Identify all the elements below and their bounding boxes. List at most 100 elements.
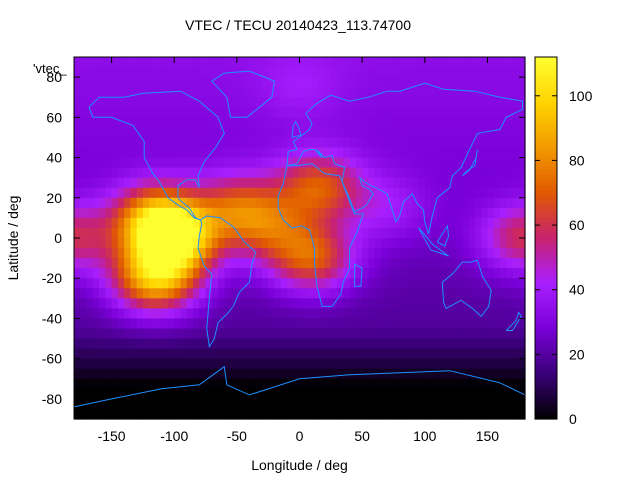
heatmap-cell [418, 288, 426, 299]
heatmap-cell [431, 288, 438, 299]
heatmap-cell [443, 328, 451, 340]
heatmap-cell [186, 408, 194, 420]
heatmap-cell [493, 298, 501, 309]
heatmap-cell [124, 308, 131, 320]
heatmap-cell [487, 308, 495, 320]
heatmap-cell [399, 147, 407, 159]
heatmap-cell [431, 97, 438, 108]
colorbar-segment [535, 141, 557, 147]
heatmap-cell [193, 388, 200, 400]
heatmap-cell [424, 358, 432, 370]
heatmap-cell [368, 408, 376, 420]
heatmap-cell [124, 207, 131, 219]
heatmap-cell [380, 368, 388, 380]
heatmap-cell [499, 408, 507, 420]
heatmap-cell [205, 97, 213, 108]
heatmap-cell [167, 77, 175, 88]
heatmap-cell [349, 368, 357, 380]
heatmap-cell [412, 388, 420, 400]
heatmap-cell [362, 197, 369, 209]
heatmap-cell [305, 358, 313, 370]
heatmap-cell [349, 268, 357, 279]
heatmap-cell [86, 338, 94, 350]
heatmap-cell [286, 87, 294, 98]
heatmap-cell [142, 107, 150, 118]
heatmap-cell [305, 338, 313, 350]
heatmap-cell [155, 358, 163, 370]
heatmap-cell [468, 388, 476, 400]
heatmap-cell [449, 248, 457, 259]
heatmap-cell [236, 318, 244, 330]
heatmap-cell [343, 57, 351, 68]
heatmap-cell [274, 167, 282, 179]
heatmap-cell [286, 197, 294, 209]
heatmap-cell [374, 57, 382, 68]
heatmap-cell [518, 227, 526, 239]
heatmap-cell [199, 268, 207, 279]
colorbar-segment [535, 125, 557, 130]
colorbar-segment [535, 282, 557, 287]
heatmap-cell [249, 268, 257, 279]
heatmap-cell [218, 368, 225, 380]
heatmap-cell [186, 348, 194, 360]
heatmap-cell [274, 328, 282, 340]
heatmap-cell [462, 217, 470, 229]
heatmap-cell [99, 338, 106, 350]
heatmap-cell [149, 57, 157, 68]
heatmap-cell [130, 77, 138, 88]
heatmap-cell [499, 268, 507, 279]
heatmap-cell [105, 97, 113, 108]
heatmap-cell [136, 298, 144, 309]
heatmap-cell [324, 197, 332, 209]
y-tick-label: -40 [42, 310, 62, 326]
heatmap-cell [330, 328, 338, 340]
heatmap-cell [312, 137, 319, 149]
heatmap-cell [111, 157, 119, 169]
heatmap-cell [249, 358, 257, 370]
heatmap-cell [161, 217, 169, 229]
heatmap-cell [468, 117, 476, 128]
heatmap-cell [449, 378, 457, 390]
heatmap-cell [243, 408, 250, 420]
heatmap-cell [142, 378, 150, 390]
heatmap-cell [130, 358, 138, 370]
heatmap-cell [155, 97, 163, 108]
heatmap-cell [418, 147, 426, 159]
heatmap-cell [236, 57, 244, 68]
heatmap-cell [155, 388, 163, 400]
heatmap-cell [117, 197, 125, 209]
heatmap-cell [74, 197, 81, 209]
colorbar-segment [535, 209, 557, 215]
heatmap-cell [499, 167, 507, 179]
heatmap-cell [124, 368, 131, 380]
heatmap-cell [487, 358, 495, 370]
heatmap-cell [349, 318, 357, 330]
heatmap-cell [255, 77, 263, 88]
heatmap-cell [74, 107, 81, 118]
heatmap-cell [499, 57, 507, 68]
heatmap-cell [380, 157, 388, 169]
heatmap-cell [80, 197, 88, 209]
heatmap-cell [274, 67, 282, 78]
heatmap-cell [199, 157, 207, 169]
heatmap-cell [512, 157, 520, 169]
heatmap-cell [243, 248, 250, 259]
heatmap-cell [136, 77, 144, 88]
heatmap-cell [462, 238, 470, 249]
heatmap-cell [161, 147, 169, 159]
heatmap-cell [343, 197, 351, 209]
heatmap-cell [193, 107, 200, 118]
heatmap-cell [330, 187, 338, 199]
heatmap-cell [412, 227, 420, 239]
heatmap-cell [255, 217, 263, 229]
heatmap-cell [324, 238, 332, 249]
coastline [354, 263, 363, 287]
heatmap-cell [224, 177, 232, 189]
heatmap-cell [399, 358, 407, 370]
heatmap-cell [474, 97, 482, 108]
heatmap-cell [456, 328, 463, 340]
heatmap-cell [387, 408, 395, 420]
y-axis-label: Latitude / deg [5, 196, 21, 281]
heatmap-cell [437, 258, 445, 269]
heatmap-cell [136, 328, 144, 340]
